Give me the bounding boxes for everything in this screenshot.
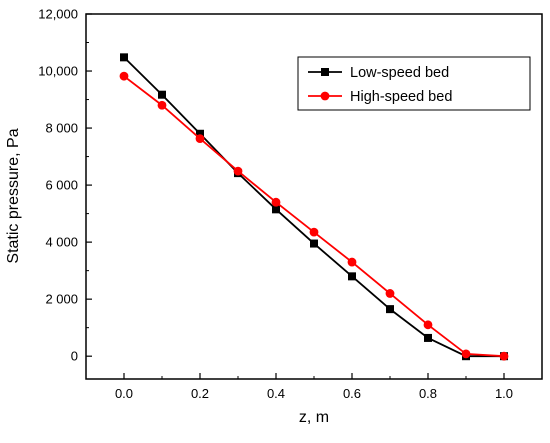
data-point [272,205,280,214]
data-point [424,333,432,342]
x-tick-label: 0.6 [343,386,361,401]
data-point [348,272,356,281]
data-point [233,166,243,176]
legend-box [297,56,531,111]
data-point [195,134,205,144]
data-point [196,129,204,138]
y-axis-title: Static pressure, Pa [5,128,22,263]
legend-item: High-speed bed [308,89,452,105]
legend-marker [320,91,330,101]
legend-item: Low-speed bed [308,65,449,81]
data-point [120,53,128,62]
data-point [157,100,167,110]
data-point [499,351,509,361]
y-tick-label: 2 000 [45,292,78,307]
legend-marker [321,68,329,76]
x-tick-label: 1.0 [495,386,513,401]
data-point [309,227,319,237]
x-tick-label: 0.4 [267,386,285,401]
legend-label: Low-speed bed [350,65,449,81]
y-tick-label: 10,000 [38,64,78,79]
y-tick-label: 6 000 [45,178,78,193]
x-axis-title: z, m [299,409,329,426]
series-1 [119,71,509,361]
legend: Low-speed bed High-speed bed [297,56,531,111]
y-tick-label: 0 [71,349,78,364]
x-tick-label: 0.0 [115,386,133,401]
data-point [271,197,281,207]
data-point [423,320,433,330]
data-point [385,289,395,298]
x-tick-label: 0.2 [191,386,209,401]
legend-label: High-speed bed [350,89,452,105]
data-point [310,239,318,248]
legend-items: Low-speed bed High-speed bed [308,65,452,105]
data-point [158,90,166,99]
data-point [347,257,357,267]
ticks-layer: 0.0 0.2 0.4 0.6 0.8 1.0 0 2 000 4 000 6 000 8 000 1… [38,7,513,402]
y-tick-label: 12,000 [38,7,78,22]
data-point [461,349,471,359]
data-point [119,71,129,81]
series-layer [119,53,509,361]
x-tick-label: 0.8 [419,386,437,401]
y-tick-label: 4 000 [45,235,78,250]
data-point [386,305,394,314]
series-line [123,75,505,358]
y-tick-label: 8 000 [45,121,78,136]
